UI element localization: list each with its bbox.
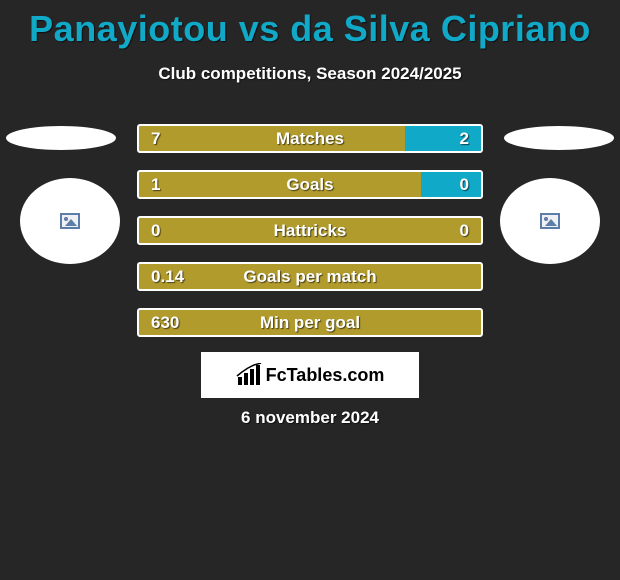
footer-date: 6 november 2024	[0, 408, 620, 428]
image-placeholder-icon	[540, 213, 560, 229]
player-right-ellipse	[504, 126, 614, 150]
stat-label: Matches	[139, 129, 481, 149]
page-subtitle: Club competitions, Season 2024/2025	[0, 64, 620, 84]
stat-row: 72Matches	[137, 124, 483, 153]
chart-icon	[236, 363, 262, 387]
stat-label: Goals per match	[139, 267, 481, 287]
stat-label: Min per goal	[139, 313, 481, 333]
comparison-bars: 72Matches 10Goals 00Hattricks 0.14Goals per…	[137, 124, 483, 354]
stat-row: 00Hattricks	[137, 216, 483, 245]
stat-label: Hattricks	[139, 221, 481, 241]
page-title: Panayiotou vs da Silva Cipriano	[0, 0, 620, 50]
image-placeholder-icon	[60, 213, 80, 229]
watermark: FcTables.com	[201, 352, 419, 398]
player-right-avatar	[500, 178, 600, 264]
player-left-ellipse	[6, 126, 116, 150]
player-left-avatar	[20, 178, 120, 264]
watermark-text: FcTables.com	[266, 365, 385, 386]
stat-row: 630Min per goal	[137, 308, 483, 337]
stat-row: 10Goals	[137, 170, 483, 199]
stat-row: 0.14Goals per match	[137, 262, 483, 291]
stat-label: Goals	[139, 175, 481, 195]
